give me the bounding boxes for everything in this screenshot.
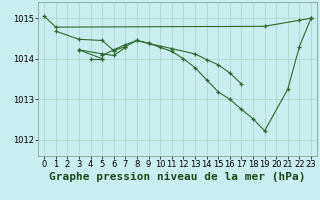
X-axis label: Graphe pression niveau de la mer (hPa): Graphe pression niveau de la mer (hPa)	[49, 172, 306, 182]
